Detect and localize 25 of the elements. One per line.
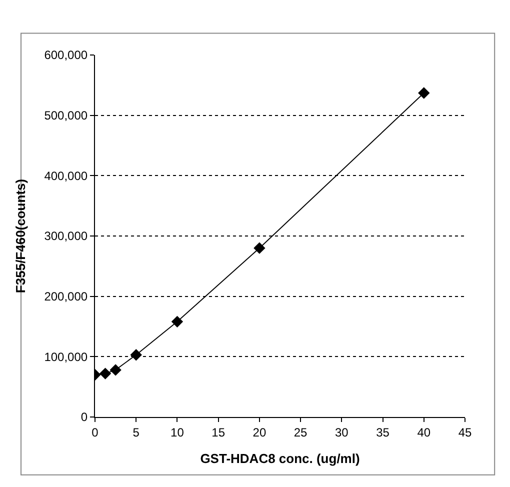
x-tick-label: 35 bbox=[376, 425, 390, 440]
y-tick-label: 300,000 bbox=[44, 229, 88, 244]
y-tick-label: 600,000 bbox=[44, 48, 88, 62]
x-tick-label: 25 bbox=[294, 425, 308, 440]
point bbox=[130, 349, 142, 361]
y-tick-label: 400,000 bbox=[44, 168, 88, 183]
point bbox=[110, 364, 122, 376]
point bbox=[254, 242, 266, 254]
point bbox=[418, 87, 430, 99]
y-axis-title: F355/F460(counts) bbox=[13, 178, 28, 294]
y-tick-label: 0 bbox=[80, 410, 88, 424]
x-tick-label: 40 bbox=[417, 425, 431, 440]
x-tick-label: 30 bbox=[334, 425, 349, 440]
x-tick-label: 45 bbox=[458, 425, 472, 440]
y-tick-label: 100,000 bbox=[44, 350, 88, 364]
y-tick-label: 200,000 bbox=[44, 290, 88, 304]
point bbox=[99, 368, 112, 380]
y-tick-label: 500,000 bbox=[44, 108, 88, 123]
x-tick-label: 0 bbox=[92, 425, 99, 440]
x-tick-label: 20 bbox=[252, 425, 266, 440]
x-axis-title: GST-HDAC8 conc. (ug/ml) bbox=[200, 451, 360, 466]
point bbox=[171, 316, 184, 328]
x-tick-label: 15 bbox=[212, 425, 226, 440]
x-tick-label: 10 bbox=[170, 425, 184, 440]
x-tick-label: 5 bbox=[132, 425, 140, 440]
